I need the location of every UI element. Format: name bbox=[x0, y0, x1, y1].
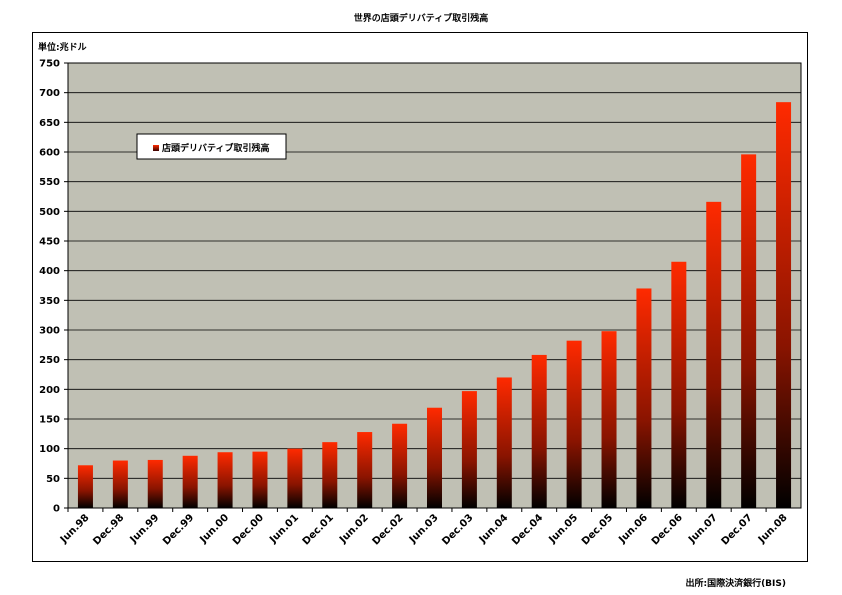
x-tick-label-Dec.99: Dec.99 bbox=[161, 512, 196, 547]
bar-Jun.08 bbox=[776, 102, 792, 508]
y-tick-label-15: 750 bbox=[39, 59, 60, 70]
bars bbox=[77, 102, 792, 508]
legend-swatch bbox=[153, 145, 159, 151]
x-tick-label-Jun.99: Jun.99 bbox=[128, 512, 162, 546]
legend-label: 店頭デリバティブ取引残高 bbox=[162, 142, 269, 154]
y-tick-label-1: 50 bbox=[46, 474, 60, 485]
x-tick-label-Dec.05: Dec.05 bbox=[580, 512, 615, 547]
x-tick-label-Jun.02: Jun.02 bbox=[337, 512, 371, 546]
y-axis-ticks: 0 50 100 150 200 250 300 350 400 450 500 550 600 650 7… bbox=[39, 59, 68, 515]
bar-Dec.03 bbox=[461, 391, 477, 508]
y-tick-label-12: 600 bbox=[39, 148, 60, 159]
chart-frame bbox=[32, 32, 808, 562]
bar-Jun.05 bbox=[566, 340, 582, 508]
bar-Dec.06 bbox=[671, 261, 687, 508]
y-tick-label-0: 0 bbox=[53, 504, 60, 515]
x-tick-label-Dec.03: Dec.03 bbox=[440, 512, 475, 547]
legend-box bbox=[136, 133, 287, 160]
bar-Dec.00 bbox=[252, 451, 268, 508]
x-tick-label-Jun.08: Jun.08 bbox=[756, 512, 790, 546]
bar-Dec.07 bbox=[741, 154, 757, 508]
x-tick-label-Dec.00: Dec.00 bbox=[231, 512, 266, 547]
bar-Dec.05 bbox=[601, 331, 617, 508]
bar-Jun.03 bbox=[426, 407, 443, 508]
bar-Jun.01 bbox=[287, 448, 303, 508]
y-tick-label-5: 250 bbox=[39, 355, 60, 366]
y-tick-label-8: 400 bbox=[39, 266, 60, 277]
bar-Jun.98 bbox=[77, 465, 93, 508]
y-tick-label-9: 450 bbox=[39, 237, 60, 248]
chart-title: 世界の店頭デリバティブ取引残高 bbox=[353, 14, 489, 24]
unit-label: 単位:兆ドル bbox=[38, 43, 87, 53]
bar-Jun.07 bbox=[706, 201, 722, 508]
bar-Jun.06 bbox=[636, 288, 652, 508]
x-tick-label-Jun.01: Jun.01 bbox=[267, 512, 301, 546]
x-tick-label-Jun.98: Jun.98 bbox=[58, 512, 92, 546]
bar-Jun.04 bbox=[496, 377, 512, 508]
bar-Dec.04 bbox=[531, 354, 547, 508]
source-label: 出所:国際決済銀行(BIS) bbox=[685, 579, 786, 589]
y-tick-label-3: 150 bbox=[39, 415, 60, 426]
x-tick-label-Jun.00: Jun.00 bbox=[197, 512, 231, 546]
x-tick-label-Dec.01: Dec.01 bbox=[301, 512, 336, 547]
x-tick-label-Dec.07: Dec.07 bbox=[720, 512, 755, 547]
x-tick-label-Dec.98: Dec.98 bbox=[91, 512, 126, 547]
x-tick-label-Jun.04: Jun.04 bbox=[477, 512, 511, 546]
legend: 店頭デリバティブ取引残高 bbox=[136, 133, 287, 160]
x-tick-label-Dec.02: Dec.02 bbox=[371, 512, 406, 547]
y-tick-label-14: 700 bbox=[39, 88, 60, 99]
x-tick-label-Jun.03: Jun.03 bbox=[407, 512, 441, 546]
bar-Jun.00 bbox=[217, 452, 233, 508]
x-tick-label-Jun.07: Jun.07 bbox=[686, 512, 720, 546]
x-tick-label-Dec.04: Dec.04 bbox=[510, 512, 545, 547]
y-tick-label-6: 300 bbox=[39, 326, 60, 337]
bar-Dec.02 bbox=[392, 423, 408, 508]
bar-Jun.02 bbox=[357, 432, 373, 508]
x-tick-label-Dec.06: Dec.06 bbox=[650, 512, 685, 547]
y-tick-label-13: 650 bbox=[39, 118, 60, 129]
y-tick-label-7: 350 bbox=[39, 296, 60, 307]
bar-Jun.99 bbox=[147, 459, 163, 508]
y-tick-label-11: 550 bbox=[39, 177, 60, 188]
y-tick-label-10: 500 bbox=[39, 207, 60, 218]
x-tick-label-Jun.06: Jun.06 bbox=[616, 512, 650, 546]
bar-Dec.99 bbox=[182, 455, 198, 508]
x-axis-ticks: Jun.98 Dec.98 Jun.99 Dec.99 Jun.00 Dec.00 Jun.… bbox=[58, 508, 790, 548]
bar-Dec.98 bbox=[112, 460, 128, 508]
bar-Dec.01 bbox=[322, 442, 338, 508]
y-tick-label-2: 100 bbox=[39, 444, 60, 455]
y-tick-label-4: 200 bbox=[39, 385, 60, 396]
x-tick-label-Jun.05: Jun.05 bbox=[547, 512, 581, 546]
